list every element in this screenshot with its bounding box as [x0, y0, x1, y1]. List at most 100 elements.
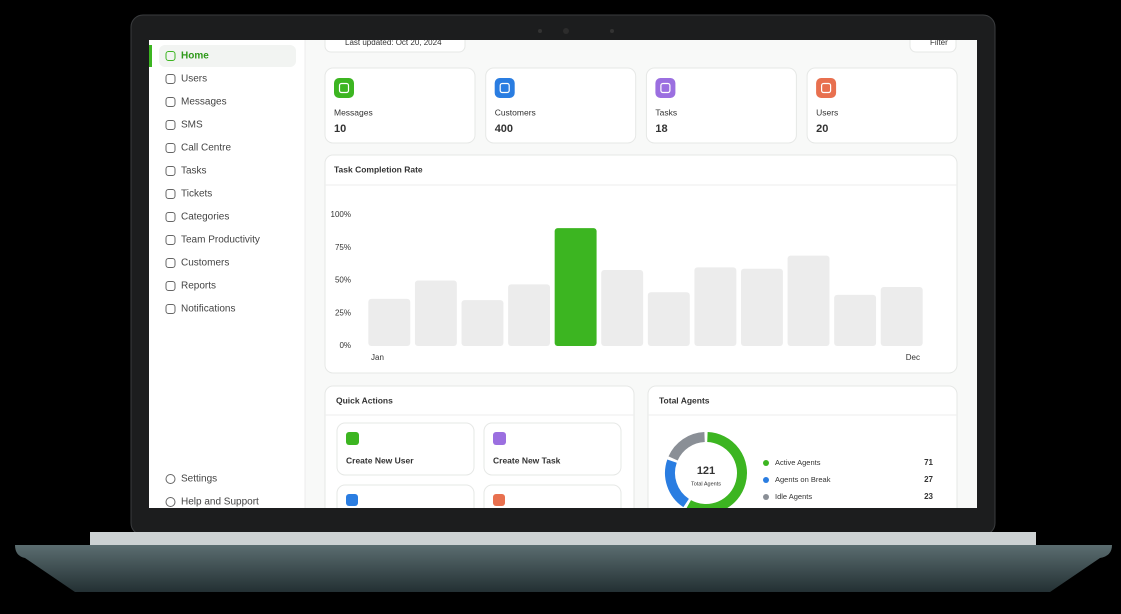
- quick-actions-card: [324, 385, 635, 508]
- donut-segment: [686, 432, 747, 508]
- donut-total-label: Total Agents: [691, 481, 721, 487]
- stat-icon-glyph: [660, 82, 671, 94]
- screen: Last updated: Oct 20, 2024 Filter Task C…: [149, 30, 977, 525]
- camera: [563, 28, 569, 34]
- donut-segment: [665, 459, 690, 508]
- y-tick-label: 50%: [335, 276, 351, 285]
- y-tick-label: 75%: [335, 243, 351, 252]
- nav-icon: [165, 258, 176, 268]
- legend-value: 71: [924, 458, 933, 467]
- filter-button[interactable]: [909, 30, 957, 53]
- bar: [508, 284, 551, 346]
- action-card[interactable]: [483, 484, 622, 525]
- stat-icon: [494, 78, 515, 98]
- stat-card: [806, 67, 958, 144]
- y-tick-label: 100%: [331, 210, 351, 219]
- action-icon: [346, 494, 358, 506]
- nav-icon: [165, 281, 176, 291]
- nav-icon: [165, 304, 176, 314]
- nav-item[interactable]: Team Productivity: [181, 235, 260, 246]
- stat-value: 400: [495, 123, 513, 135]
- filter-label: Filter: [930, 38, 948, 47]
- nav-item[interactable]: Tickets: [181, 189, 212, 200]
- action-label: Create New Task: [493, 455, 561, 465]
- legend-dot: [763, 460, 769, 466]
- stat-card: [324, 67, 476, 144]
- stat-icon-glyph: [820, 82, 832, 94]
- nav-icon: [165, 143, 176, 153]
- bar: [787, 255, 830, 346]
- stat-label: Users: [816, 107, 838, 117]
- bar: [740, 268, 783, 346]
- legend-name: Agents on Break: [775, 475, 831, 484]
- bar: [601, 270, 644, 346]
- nav-icon: [165, 166, 176, 176]
- nav-icon: [165, 120, 176, 130]
- nav-active-marker: [149, 45, 152, 67]
- stat-value: 20: [816, 123, 828, 135]
- nav-item[interactable]: Categories: [181, 212, 229, 223]
- last-updated: Last updated: Oct 20, 2024: [345, 38, 442, 47]
- bar: [368, 298, 411, 346]
- nav-item[interactable]: Call Centre: [181, 143, 231, 154]
- bar: [461, 300, 504, 346]
- nav-item[interactable]: Customers: [181, 258, 229, 269]
- x-tick-label: Dec: [906, 353, 920, 362]
- nav-icon: [165, 51, 176, 61]
- stat-icon: [655, 78, 676, 98]
- action-label: Create New User: [346, 455, 414, 465]
- nav-item[interactable]: Messages: [181, 97, 227, 108]
- nav-item[interactable]: Notifications: [181, 304, 235, 315]
- stat-card: [485, 67, 637, 144]
- legend-value: 23: [924, 492, 933, 501]
- nav-icon: [165, 497, 176, 507]
- chart-title: Task Completion Rate: [334, 164, 423, 174]
- bar: [554, 228, 597, 346]
- nav-item[interactable]: Help and Support: [181, 497, 259, 508]
- screen-reflection: [90, 532, 1036, 545]
- donut-segment: [668, 432, 706, 461]
- nav-item[interactable]: SMS: [181, 120, 203, 131]
- action-card[interactable]: [336, 422, 475, 476]
- bar: [414, 280, 457, 346]
- stat-icon-glyph: [338, 82, 350, 94]
- date-chip[interactable]: [324, 30, 466, 53]
- total-agents-title: Total Agents: [659, 395, 710, 405]
- nav-icon: [165, 189, 176, 199]
- nav-active-bg: [159, 45, 296, 67]
- nav-item[interactable]: Users: [181, 74, 207, 85]
- sensor: [610, 29, 614, 33]
- bar: [834, 294, 877, 346]
- nav-icon: [165, 97, 176, 107]
- stat-value: 10: [334, 123, 346, 135]
- y-tick-label: 0%: [339, 341, 351, 350]
- x-tick-label: Jan: [371, 353, 384, 362]
- nav-item[interactable]: Reports: [181, 281, 216, 292]
- sidebar: [149, 40, 305, 508]
- stat-label: Messages: [334, 107, 373, 117]
- legend-dot: [763, 494, 769, 500]
- nav-item[interactable]: Settings: [181, 474, 217, 485]
- legend-name: Idle Agents: [775, 492, 812, 501]
- nav-item[interactable]: Tasks: [181, 166, 207, 177]
- action-icon: [493, 494, 505, 506]
- action-icon: [346, 432, 359, 445]
- action-card[interactable]: [336, 484, 475, 525]
- stat-icon: [334, 78, 354, 98]
- nav-icon: [165, 212, 176, 222]
- total-agents-card: [647, 385, 958, 508]
- action-card[interactable]: [483, 422, 622, 476]
- legend-dot: [763, 477, 769, 483]
- donut-total: 121: [697, 465, 715, 477]
- legend-value: 27: [924, 475, 933, 484]
- nav-item[interactable]: Home: [181, 51, 209, 62]
- sensor: [538, 29, 542, 33]
- stat-card: [645, 67, 797, 144]
- bar: [694, 267, 737, 346]
- action-icon: [493, 432, 506, 445]
- nav-icon: [165, 474, 176, 484]
- stat-icon-glyph: [499, 82, 510, 94]
- stat-label: Customers: [495, 107, 536, 117]
- stat-icon: [816, 78, 837, 98]
